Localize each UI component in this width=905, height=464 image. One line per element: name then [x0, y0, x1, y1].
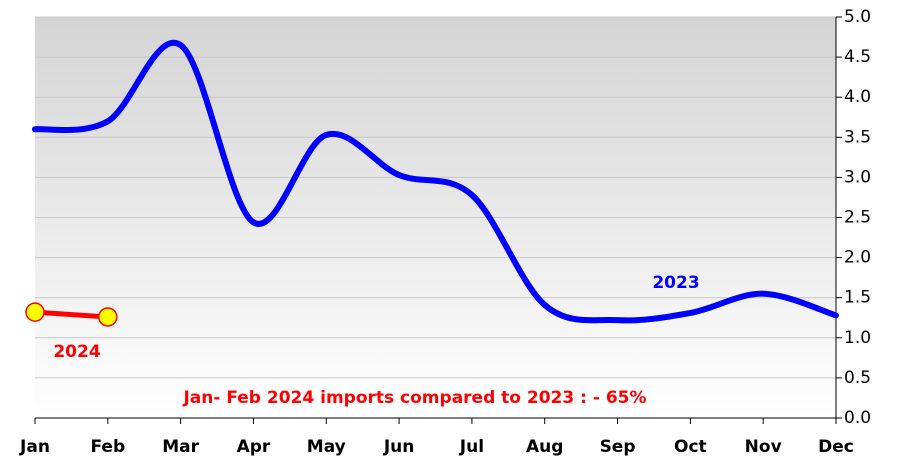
y-tick-label: 2.5	[844, 208, 871, 228]
y-tick-label: 1.5	[844, 288, 871, 308]
x-tick-label: Oct	[674, 437, 707, 457]
x-tick-label: Apr	[237, 437, 271, 457]
series-label: 2023	[652, 273, 699, 293]
series-line	[32, 39, 839, 324]
y-tick-label: 2.0	[844, 248, 871, 268]
series-line	[32, 309, 111, 320]
x-tick-label: Feb	[91, 437, 126, 457]
x-tick-label: Sep	[600, 437, 636, 457]
y-tick-label: 3.0	[844, 167, 871, 187]
y-tick-label: 1.0	[844, 328, 871, 348]
x-tick-label: Nov	[745, 437, 782, 457]
y-tick-label: 4.5	[844, 47, 871, 67]
x-tick-label: Aug	[526, 437, 563, 457]
x-tick-label: Jun	[383, 437, 415, 457]
y-tick-label: 4.0	[844, 87, 871, 107]
x-tick-label: Jan	[19, 437, 50, 457]
y-tick-label: 0.0	[844, 408, 871, 428]
marker	[25, 302, 45, 322]
y-tick-label: 3.5	[844, 127, 871, 147]
y-tick-label: 0.5	[844, 368, 871, 388]
marker	[98, 307, 118, 327]
y-tick-label: 5.0	[844, 7, 871, 27]
x-tick-label: Jul	[459, 437, 484, 457]
annotation: Jan- Feb 2024 imports compared to 2023 :…	[182, 388, 646, 408]
x-tick-label: Dec	[818, 437, 854, 457]
x-tick-label: May	[307, 437, 346, 457]
x-tick-label: Mar	[162, 437, 199, 457]
series-label: 2024	[53, 342, 100, 362]
